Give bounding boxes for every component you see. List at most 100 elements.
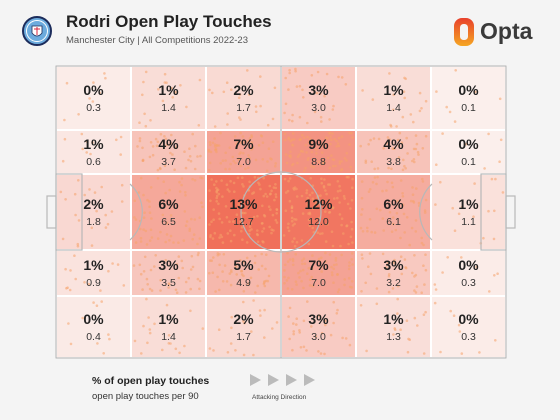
- touch-dot: [177, 276, 181, 280]
- touch-dot: [215, 196, 218, 200]
- touch-dot: [167, 282, 171, 285]
- touch-dot: [265, 195, 269, 198]
- touch-dot: [217, 328, 221, 332]
- touch-dot: [328, 118, 331, 121]
- touch-dot: [391, 216, 395, 219]
- touch-dot: [232, 220, 235, 223]
- touch-dot: [392, 93, 396, 97]
- touch-dot: [184, 194, 187, 197]
- touch-dot: [265, 253, 268, 256]
- touch-dot: [311, 207, 315, 210]
- touch-dot: [219, 233, 222, 237]
- touch-dot: [254, 158, 258, 162]
- touch-dot: [331, 273, 334, 277]
- touch-dot: [274, 195, 278, 199]
- touch-dot: [422, 313, 426, 317]
- touch-dot: [59, 190, 63, 194]
- touch-dot: [133, 216, 136, 219]
- touch-dot: [133, 199, 137, 203]
- touch-dot: [243, 140, 247, 144]
- touch-dot: [400, 141, 404, 144]
- touch-dot: [178, 351, 181, 355]
- touch-dot: [301, 212, 305, 215]
- touch-dot: [298, 329, 301, 332]
- touch-dot: [169, 151, 172, 155]
- touch-dot: [294, 67, 297, 71]
- cell-percent-label: 7%: [308, 257, 329, 273]
- touch-dot: [338, 162, 342, 165]
- touch-dot: [273, 86, 277, 90]
- touch-dot: [148, 239, 152, 242]
- touch-dot: [263, 284, 267, 288]
- touch-dot: [208, 189, 211, 192]
- touch-dot: [95, 304, 99, 308]
- touch-dot: [391, 147, 395, 150]
- touch-dot: [283, 263, 287, 267]
- touch-dot: [360, 253, 364, 256]
- touch-dot: [200, 176, 204, 180]
- touch-dot: [365, 349, 368, 353]
- cell-per90-label: 6.5: [161, 216, 176, 228]
- touch-dot: [414, 273, 418, 277]
- touch-dot: [320, 120, 323, 123]
- touch-dot: [306, 206, 310, 209]
- touch-dot: [488, 290, 491, 293]
- touch-dot: [441, 132, 444, 135]
- touch-dot: [271, 327, 274, 330]
- touch-dot: [183, 150, 186, 153]
- touch-dot: [283, 275, 286, 279]
- touch-dot: [333, 197, 336, 200]
- touch-dot: [298, 276, 301, 279]
- touch-dot: [168, 188, 171, 192]
- touch-dot: [63, 137, 67, 141]
- touch-dot: [396, 199, 399, 203]
- touch-dot: [320, 151, 324, 154]
- touch-dot: [178, 180, 181, 184]
- touch-dot: [133, 339, 137, 343]
- touch-dot: [218, 217, 221, 221]
- cell-percent-label: 1%: [158, 82, 179, 98]
- touch-dot: [95, 209, 98, 213]
- touch-dot: [93, 191, 97, 194]
- touch-dot: [402, 158, 405, 162]
- touch-dot: [417, 153, 420, 156]
- touch-dot: [275, 321, 279, 324]
- touch-dot: [145, 277, 149, 281]
- touch-dot: [331, 164, 335, 168]
- cell-per90-label: 12.7: [233, 216, 254, 228]
- touch-dot: [341, 336, 344, 340]
- touch-dot: [332, 104, 335, 108]
- touch-dot: [347, 175, 350, 179]
- touch-dot: [139, 176, 143, 180]
- touch-dot: [496, 272, 499, 276]
- touch-dot: [184, 191, 187, 194]
- touch-dot: [297, 271, 300, 275]
- touch-dot: [293, 186, 297, 189]
- touch-dot: [67, 322, 70, 325]
- touch-dot: [169, 142, 173, 145]
- touch-dot: [190, 254, 194, 258]
- touch-dot: [245, 256, 249, 260]
- touch-dot: [146, 283, 149, 286]
- touch-dot: [294, 218, 298, 221]
- touch-dot: [141, 158, 145, 162]
- touch-dot: [285, 279, 289, 282]
- touch-dot: [313, 89, 316, 93]
- cell-per90-label: 1.8: [86, 216, 101, 228]
- touch-dot: [372, 137, 376, 140]
- touch-dot: [387, 274, 391, 278]
- touch-dot: [139, 236, 143, 240]
- touch-dot: [321, 162, 324, 166]
- touch-dot: [411, 186, 414, 189]
- touch-dot: [168, 239, 171, 242]
- touch-dot: [225, 183, 229, 186]
- touch-dot: [267, 205, 271, 208]
- touch-dot: [211, 237, 215, 240]
- touch-dot: [501, 191, 505, 194]
- touch-dot: [413, 254, 416, 257]
- touch-dot: [367, 265, 370, 269]
- cell-per90-label: 3.0: [311, 102, 326, 114]
- touch-dot: [384, 266, 388, 269]
- touch-dot: [241, 183, 244, 186]
- touch-dot: [153, 265, 156, 268]
